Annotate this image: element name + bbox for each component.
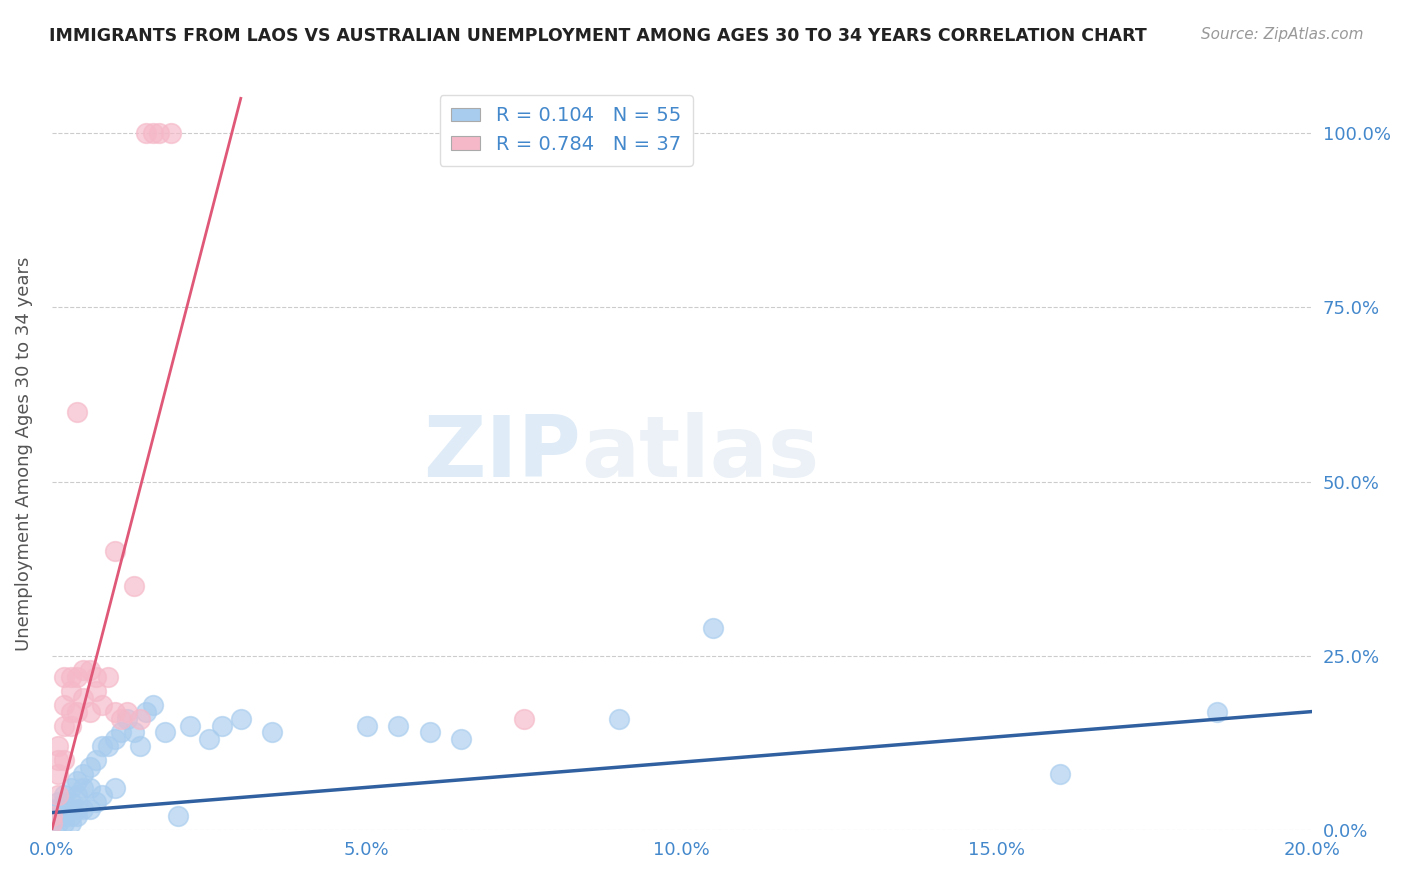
Point (79, 663, 101, 677)
Point (66, 788, 89, 802)
Point (153, 725, 176, 739)
Point (419, 725, 441, 739)
Point (104, 732, 127, 747)
Point (356, 718, 378, 732)
Point (72, 690, 94, 705)
Point (129, 712, 152, 726)
Point (122, 579, 145, 593)
Point (46, 788, 69, 802)
Point (41, 809, 63, 823)
Point (198, 732, 221, 747)
Text: Source: ZipAtlas.com: Source: ZipAtlas.com (1201, 27, 1364, 42)
Point (41, 809, 63, 823)
Point (117, 712, 139, 726)
Point (702, 621, 724, 635)
Point (66, 670, 89, 684)
Point (1206, 705, 1229, 719)
Legend: R = 0.104   N = 55, R = 0.784   N = 37: R = 0.104 N = 55, R = 0.784 N = 37 (440, 95, 693, 166)
Point (110, 725, 132, 739)
Point (46, 753, 69, 767)
Point (53, 670, 76, 684)
Point (46, 809, 69, 823)
Point (211, 718, 233, 732)
Point (142, 698, 165, 712)
Point (46, 809, 69, 823)
Point (46, 816, 69, 830)
Point (72, 767, 94, 781)
Point (53, 718, 76, 732)
Point (122, 725, 145, 739)
Point (46, 802, 69, 816)
Point (79, 760, 101, 774)
Point (53, 802, 76, 816)
Point (1049, 767, 1071, 781)
Point (513, 712, 536, 726)
Point (59, 683, 82, 698)
Point (262, 725, 284, 739)
Point (59, 718, 82, 732)
Point (166, 809, 188, 823)
Point (91, 788, 114, 802)
Point (129, 739, 152, 754)
Point (135, 705, 157, 719)
Point (97, 670, 120, 684)
Point (91, 739, 114, 754)
Point (148, 126, 170, 140)
Text: IMMIGRANTS FROM LAOS VS AUSTRALIAN UNEMPLOYMENT AMONG AGES 30 TO 34 YEARS CORREL: IMMIGRANTS FROM LAOS VS AUSTRALIAN UNEMP… (49, 27, 1147, 45)
Point (46, 767, 69, 781)
Point (79, 781, 101, 796)
Point (84, 683, 107, 698)
Point (229, 712, 252, 726)
Text: ZIP: ZIP (423, 412, 581, 495)
Point (53, 809, 76, 823)
Y-axis label: Unemployment Among Ages 30 to 34 years: Unemployment Among Ages 30 to 34 years (15, 257, 32, 651)
Point (66, 774, 89, 789)
Point (72, 663, 94, 677)
Point (387, 718, 409, 732)
Point (104, 544, 127, 558)
Point (513, 126, 536, 140)
Point (53, 816, 76, 830)
Point (607, 712, 630, 726)
Point (41, 802, 63, 816)
Point (66, 405, 89, 419)
Point (72, 802, 94, 816)
Point (160, 126, 183, 140)
Point (66, 809, 89, 823)
Point (79, 802, 101, 816)
Point (72, 781, 94, 796)
Point (450, 732, 472, 747)
Point (41, 816, 63, 830)
Point (59, 705, 82, 719)
Point (46, 795, 69, 809)
Point (117, 705, 139, 719)
Point (59, 781, 82, 796)
Point (53, 753, 76, 767)
Point (79, 705, 101, 719)
Point (179, 718, 201, 732)
Point (91, 698, 114, 712)
Point (53, 795, 76, 809)
Point (59, 795, 82, 809)
Point (41, 816, 63, 830)
Point (84, 795, 107, 809)
Point (97, 739, 120, 754)
Point (53, 788, 76, 802)
Point (59, 809, 82, 823)
Point (59, 816, 82, 830)
Point (84, 670, 107, 684)
Point (66, 802, 89, 816)
Point (110, 712, 132, 726)
Text: atlas: atlas (581, 412, 820, 495)
Point (84, 753, 107, 767)
Point (53, 698, 76, 712)
Point (104, 705, 127, 719)
Point (142, 126, 165, 140)
Point (135, 126, 157, 140)
Point (46, 739, 69, 754)
Point (66, 705, 89, 719)
Point (104, 781, 127, 796)
Point (59, 670, 82, 684)
